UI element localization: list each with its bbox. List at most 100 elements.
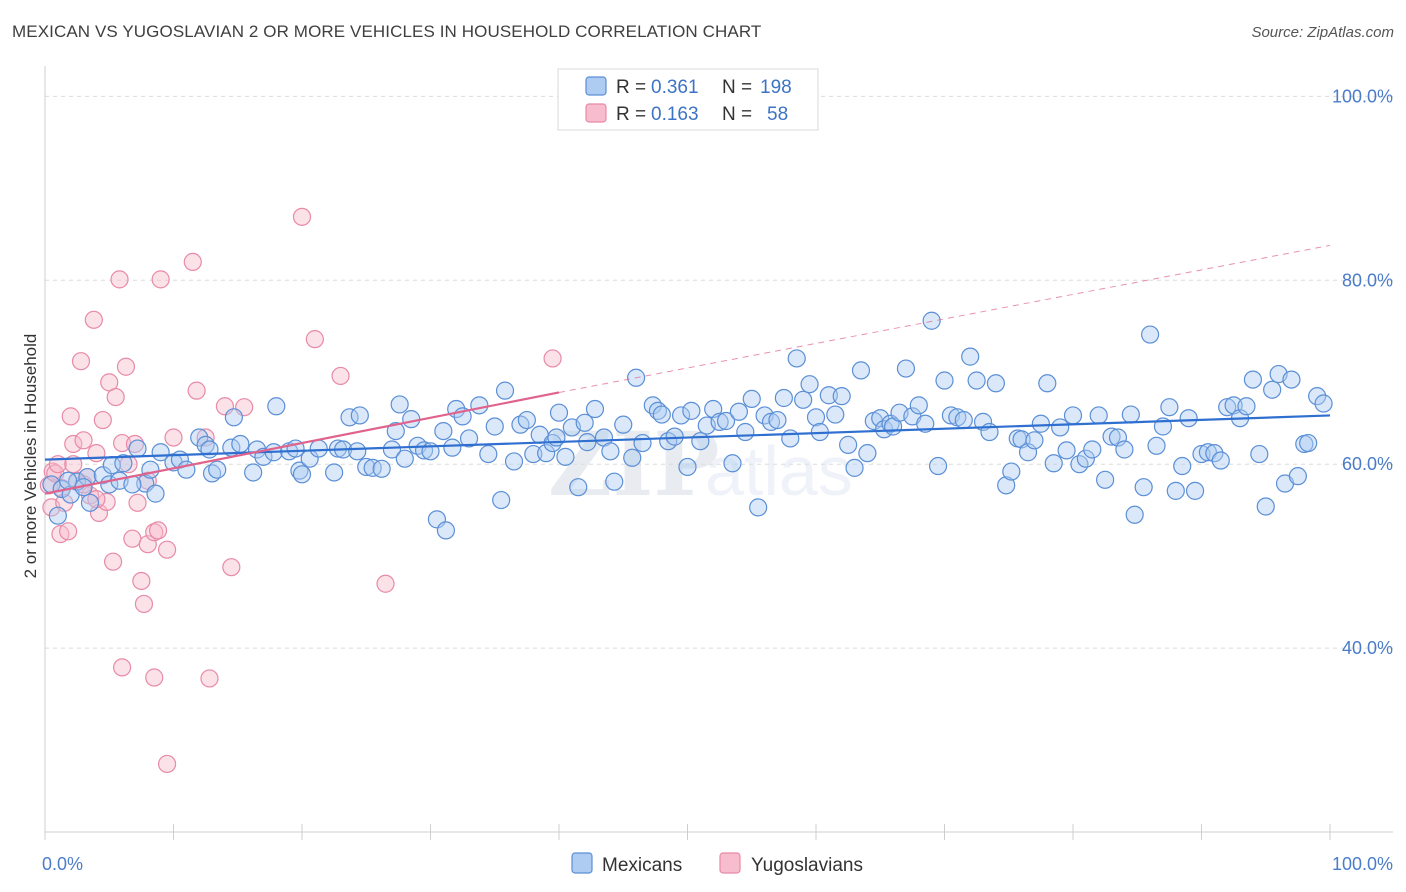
mexicans-point [986,374,1006,393]
mexicans-point [652,405,671,424]
yugoslavians-point [183,252,202,272]
mexicans-point [1140,325,1160,344]
watermark-atlas: atlas [705,432,853,510]
yugoslavians-point [376,574,395,593]
mexicans-point [800,375,819,394]
mexicans-point [1205,444,1224,463]
mexicans-point [1031,414,1050,433]
yugoslavians-point [148,521,168,540]
mexicans-point [909,396,928,415]
mexicans-point [1173,456,1192,476]
yugoslavians-point [151,270,170,289]
mexicans-point [671,406,691,425]
mexicans-point [492,490,511,510]
mexicans-point [1263,380,1282,399]
mexicans-point [1185,481,1205,500]
mexicans-point [633,433,652,453]
mexicans-point [1102,427,1121,446]
mexicans-point [495,381,515,400]
mexicans-point [1282,370,1301,389]
mexicans-point [537,444,556,463]
mexicans-point [723,454,742,473]
mexicans-point [190,428,209,447]
mexicans-point [1134,478,1153,497]
mexicans-point [787,349,806,368]
mexicans-point [200,440,219,459]
mexicans-point [665,427,684,446]
mexicans-point [1147,436,1166,455]
mexicans-point [556,447,575,466]
yugoslavians-point [305,330,324,349]
yugoslavians-point [292,207,312,226]
mexicans-point [1211,451,1230,470]
mexicans-point [357,457,376,477]
legend-r-label-2: R = [616,104,646,125]
mexicans-point [967,371,986,390]
mexicans-point [710,412,729,431]
mexicans-point [1237,397,1256,416]
mexicans-point [549,403,569,422]
yugoslavians-point [164,428,183,447]
mexicans-point [614,415,633,434]
y-tick-label: 80.0% [1342,270,1393,290]
mexicans-point [443,438,462,457]
yugoslavians-point [104,552,123,571]
mexicans-point [1057,441,1076,460]
mexicans-point [794,390,813,409]
axes [44,66,1393,840]
mexicans-point [146,484,165,503]
yugoslavians-point [61,407,80,426]
mexicans-point [1076,449,1095,468]
mexicans-point [244,463,263,482]
legend: R = 0.361 N = 198 R = 0.163 N = 58 [557,68,819,131]
mexicans-point [128,439,147,458]
mexicans-point [585,399,605,419]
mexicans-point [774,388,793,408]
mexicans-point [372,459,391,478]
yugoslavians-point [123,529,142,548]
mexicans-point [1063,406,1083,425]
mexicans-point [267,397,286,416]
mexicans-point [839,435,858,454]
mexicans-point [1051,418,1070,437]
mexicans-point [1115,440,1134,459]
mexicans-points [42,311,1333,540]
yugoslavians-point [116,357,136,376]
mexicans-point [1288,467,1307,486]
mexicans-point [845,458,864,477]
mexicans-point [309,439,328,458]
bottom-legend-swatch-yugoslavians [719,852,741,874]
mexicans-point [768,410,787,430]
mexicans-point [511,415,530,434]
y-tick-label: 100.0% [1332,86,1393,106]
yugoslavians-point [196,428,215,447]
mexicans-point [1025,431,1044,450]
yugoslavians-point [157,540,177,559]
yugoslavians-point [64,455,83,474]
mexicans-point [682,401,701,420]
mexicans-point [547,428,566,447]
mexicans-point [325,463,344,482]
mexicans-point [1160,398,1179,417]
mexicans-point [623,448,642,467]
mexicans-point [479,444,498,464]
legend-r-value-2: 0.163 [651,104,699,125]
yugoslavians-point [84,310,103,329]
legend-r-value-1: 0.361 [651,77,699,98]
mexicans-point [961,347,980,366]
legend-n-value-1: 198 [760,77,792,98]
mexicans-point [402,410,421,429]
mexicans-point [1044,454,1063,473]
mexicans-point [208,460,227,479]
mexicans-point [1314,394,1333,413]
yugoslavians-point [222,558,241,577]
mexicans-point [749,498,768,517]
mexicans-point [928,456,948,476]
mexicans-point [1218,398,1237,417]
mexicans-point [1243,370,1263,389]
mexicans-point [1125,505,1144,524]
bottom-legend-swatch-mexicans [571,852,593,874]
legend-n-value-2: 58 [767,104,788,125]
mexicans-point [1038,374,1057,393]
